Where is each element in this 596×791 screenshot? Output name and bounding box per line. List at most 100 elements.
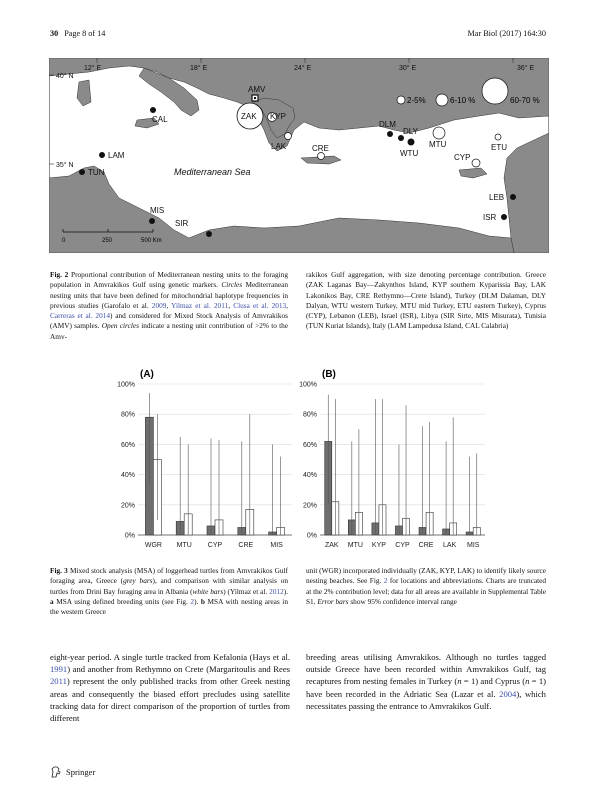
y-tick-label: 20% (121, 502, 135, 509)
cyp-circle (471, 158, 481, 168)
publisher-name: Springer (66, 767, 96, 777)
cre-circle (317, 152, 325, 160)
mis-dot (149, 218, 155, 224)
tun-dot (79, 169, 85, 175)
y-tick-label: 0% (125, 533, 135, 540)
svg-text:250: 250 (102, 238, 113, 244)
page-number: 30 (50, 29, 59, 38)
lam-dot (99, 152, 105, 158)
publisher-footer: Springer (50, 766, 95, 778)
svg-text:500 Km: 500 Km (141, 238, 162, 244)
ref-link[interactable]: Clusa et al. 2013 (233, 300, 287, 310)
lon-label: 30° E (399, 64, 417, 72)
y-tick-label: 20% (303, 502, 317, 509)
ref-link[interactable]: 2012 (269, 586, 284, 596)
body-column-right: breeding areas utilising Amvrakikos. Alt… (306, 652, 546, 711)
x-tick-label: MIS (270, 542, 283, 549)
chart-a: (A) 0% 20% 40% 60% 80% 100% WGR MTU CYP CRE MIS (117, 369, 292, 549)
y-tick-label: 100% (117, 382, 135, 389)
x-tick-label: CYP (395, 542, 410, 549)
ref-link[interactable]: 1991 (50, 664, 68, 675)
ref-link[interactable]: 2004 (499, 688, 517, 699)
site-label-tun: TUN (88, 168, 105, 177)
chart-b: (B) 0% 20% 40% 60% 80% 100% ZAK MTU KYP CYP CRE LAK M… (299, 369, 485, 549)
site-label-dly: DLY (403, 127, 419, 136)
site-label-etu: ETU (491, 143, 507, 152)
leb-dot (510, 194, 516, 200)
y-tick-label: 80% (121, 412, 135, 419)
fig-ref-link[interactable]: 2 (383, 576, 388, 586)
lon-label: 24° E (294, 64, 312, 72)
springer-horse-icon (51, 766, 61, 778)
dlm-dot (387, 131, 393, 137)
fig2-caption-left: Fig. 2 Proportional contribution of Medi… (50, 270, 289, 341)
zak-circle (236, 102, 264, 130)
site-label-leb: LEB (489, 193, 504, 202)
site-label-lam: LAM (108, 151, 125, 160)
site-label-wtu: WTU (400, 149, 418, 158)
body-column-left: eight-year period. A single turtle track… (50, 652, 290, 724)
x-tick-label: MTU (348, 542, 363, 549)
site-label-kyp: KYP (270, 112, 286, 121)
site-label-isr: ISR (483, 213, 497, 222)
site-label-mis: MIS (150, 206, 164, 215)
chart-title: (B) (322, 369, 336, 380)
x-tick-label: ZAK (325, 542, 339, 549)
isr-dot (501, 214, 507, 220)
sir-dot (206, 231, 212, 237)
svg-text:0: 0 (62, 238, 66, 244)
x-tick-label: WGR (145, 542, 162, 549)
y-tick-label: 60% (121, 442, 135, 449)
etu-circle (494, 133, 502, 141)
legend-label: 2-5% (407, 96, 426, 105)
ref-link[interactable]: Yilmaz et al. 2011 (171, 300, 229, 310)
x-tick-label: CYP (208, 542, 223, 549)
fig-ref-link[interactable]: 2 (190, 596, 195, 606)
site-label-cre: CRE (312, 144, 329, 153)
lon-label: 36° E (517, 64, 535, 72)
fig2-caption-right: rakikos Gulf aggregation, with size deno… (306, 270, 546, 331)
y-tick-label: 40% (121, 472, 135, 479)
map-figure: 12° E 18° E 24° E 30° E 36° E 40° N 35° … (49, 58, 549, 253)
cal-dot (150, 107, 156, 113)
lat-label: 35° N (56, 161, 74, 169)
sea-label: Mediterranean Sea (174, 167, 251, 177)
lak-circle (284, 132, 292, 140)
site-label-lak: LAK (271, 142, 287, 151)
chart-title: (A) (140, 369, 154, 380)
lon-label: 12° E (84, 64, 102, 72)
fig3-caption-right: unit (WGR) incorporated individually (ZA… (306, 566, 547, 606)
legend-label: 60-70 % (510, 96, 540, 105)
ref-link[interactable]: 2009 (151, 300, 167, 310)
scale-bar: 0 250 500 Km (62, 229, 162, 244)
x-tick-label: CRE (238, 542, 253, 549)
lat-label: 40° N (56, 72, 74, 80)
dly-dot (398, 135, 404, 141)
site-label-zak: ZAK (241, 112, 257, 121)
site-label-amv: AMV (248, 85, 266, 94)
legend-circle-large (481, 77, 509, 105)
x-tick-label: CRE (419, 542, 434, 549)
y-tick-label: 40% (303, 472, 317, 479)
legend-circle-small (396, 95, 406, 105)
site-label-dlm: DLM (379, 120, 396, 129)
site-label-cal: CAL (152, 115, 168, 124)
y-tick-label: 100% (299, 382, 317, 389)
x-tick-label: MTU (177, 542, 192, 549)
mtu-circle (432, 126, 446, 140)
site-label-cyp: CYP (454, 153, 470, 162)
wtu-dot (407, 138, 415, 146)
lon-label: 18° E (190, 64, 208, 72)
x-tick-label: MIS (467, 542, 480, 549)
x-tick-label: LAK (443, 542, 457, 549)
legend-circle-medium (435, 93, 449, 107)
y-tick-label: 60% (303, 442, 317, 449)
y-tick-label: 80% (303, 412, 317, 419)
ref-link[interactable]: 2011 (50, 676, 67, 687)
journal-citation: Mar Biol (2017) 164:30 (467, 29, 546, 38)
legend-label: 6-10 % (450, 96, 475, 105)
kyp-circle (267, 112, 277, 122)
running-header-left: 30 Page 8 of 14 (50, 29, 105, 38)
y-tick-label: 0% (307, 533, 317, 540)
ref-link[interactable]: Carreras et al. 2014 (50, 311, 111, 321)
